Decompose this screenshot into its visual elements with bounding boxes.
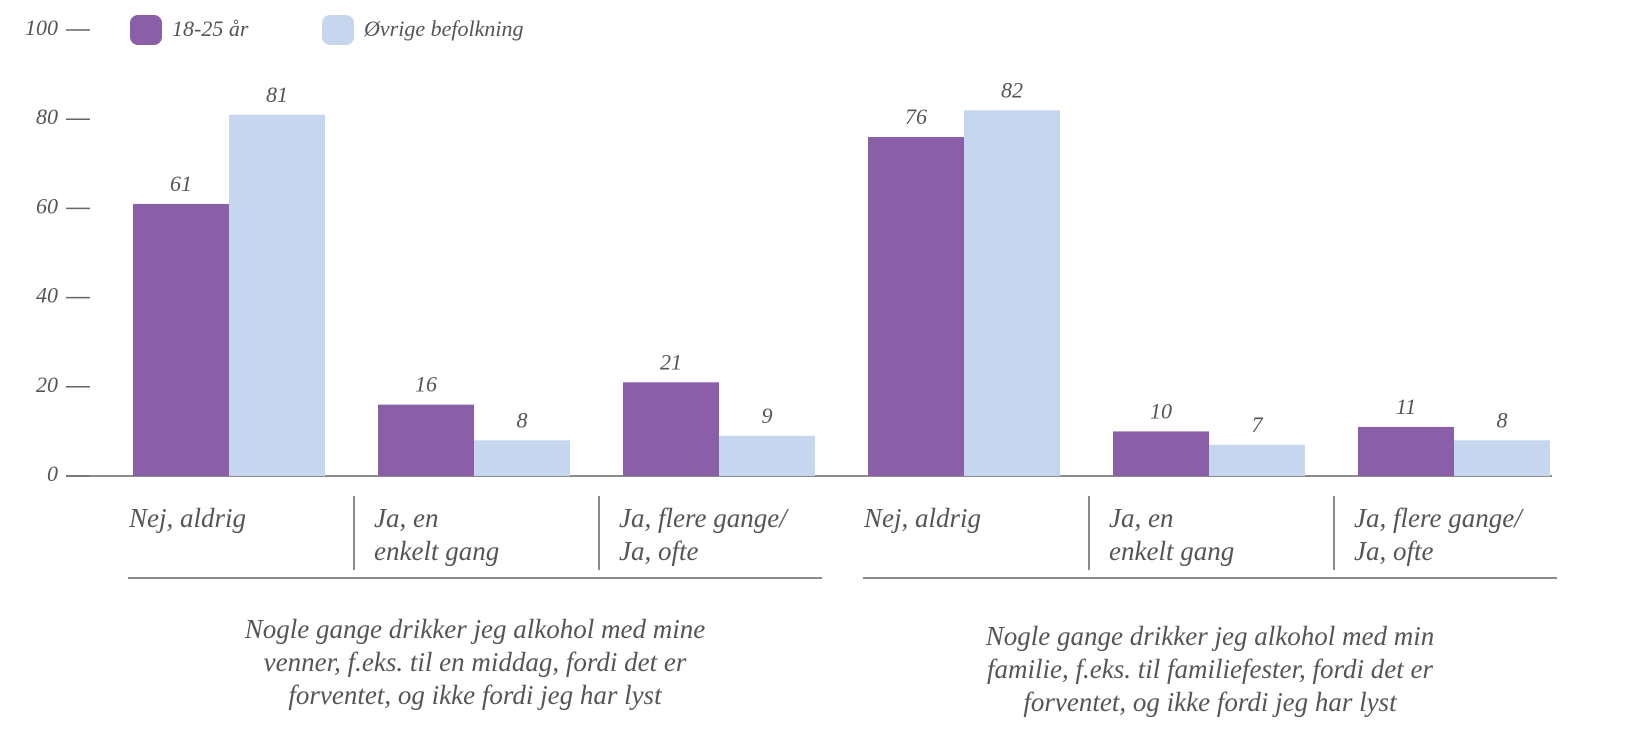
bar (868, 137, 964, 477)
data-label: 10 (1150, 398, 1172, 423)
data-label: 21 (660, 349, 682, 374)
x-tick-label: Nej, aldrig (864, 503, 982, 533)
y-tick-label: 100 (25, 15, 58, 40)
x-tick-label: Ja, en enkelt gang (1109, 503, 1235, 566)
bar (474, 440, 570, 476)
x-tick-label: Ja, en enkelt gang (374, 503, 500, 566)
y-tick-label: 80 (36, 104, 58, 129)
bar (1209, 444, 1305, 476)
group-label: Nogle gange drikker jeg alkohol med mine… (244, 614, 706, 710)
legend-label: Øvrige befolkning (363, 16, 523, 41)
data-label: 16 (415, 372, 437, 397)
bar (964, 110, 1060, 476)
bar (1113, 431, 1209, 476)
data-label: 7 (1252, 412, 1264, 437)
legend-label: 18-25 år (172, 16, 249, 41)
data-label: 82 (1001, 77, 1023, 102)
data-label: 9 (762, 403, 773, 428)
x-tick-label: Ja, flere gange/ Ja, ofte (619, 503, 787, 566)
x-tick-label: Ja, flere gange/ Ja, ofte (1354, 503, 1522, 566)
bar (623, 382, 719, 476)
y-tick-label: 60 (36, 193, 58, 218)
data-label: 81 (266, 82, 288, 107)
y-tick-label: 0 (47, 461, 58, 486)
data-label: 8 (517, 407, 528, 432)
group-label: Nogle gange drikker jeg alkohol med min … (985, 621, 1435, 717)
y-tick-label: 40 (36, 283, 58, 308)
data-label: 11 (1396, 394, 1416, 419)
bar (229, 114, 325, 477)
legend-swatch (130, 15, 162, 45)
y-tick-label: 20 (36, 372, 58, 397)
x-tick-label: Nej, aldrig (129, 503, 247, 533)
bar (719, 435, 815, 476)
bar (133, 203, 229, 476)
bar (378, 404, 474, 476)
bar (1358, 426, 1454, 476)
data-label: 76 (905, 104, 927, 129)
data-label: 61 (170, 171, 192, 196)
data-label: 8 (1497, 407, 1508, 432)
bar (1454, 440, 1550, 476)
legend-swatch (322, 15, 354, 45)
